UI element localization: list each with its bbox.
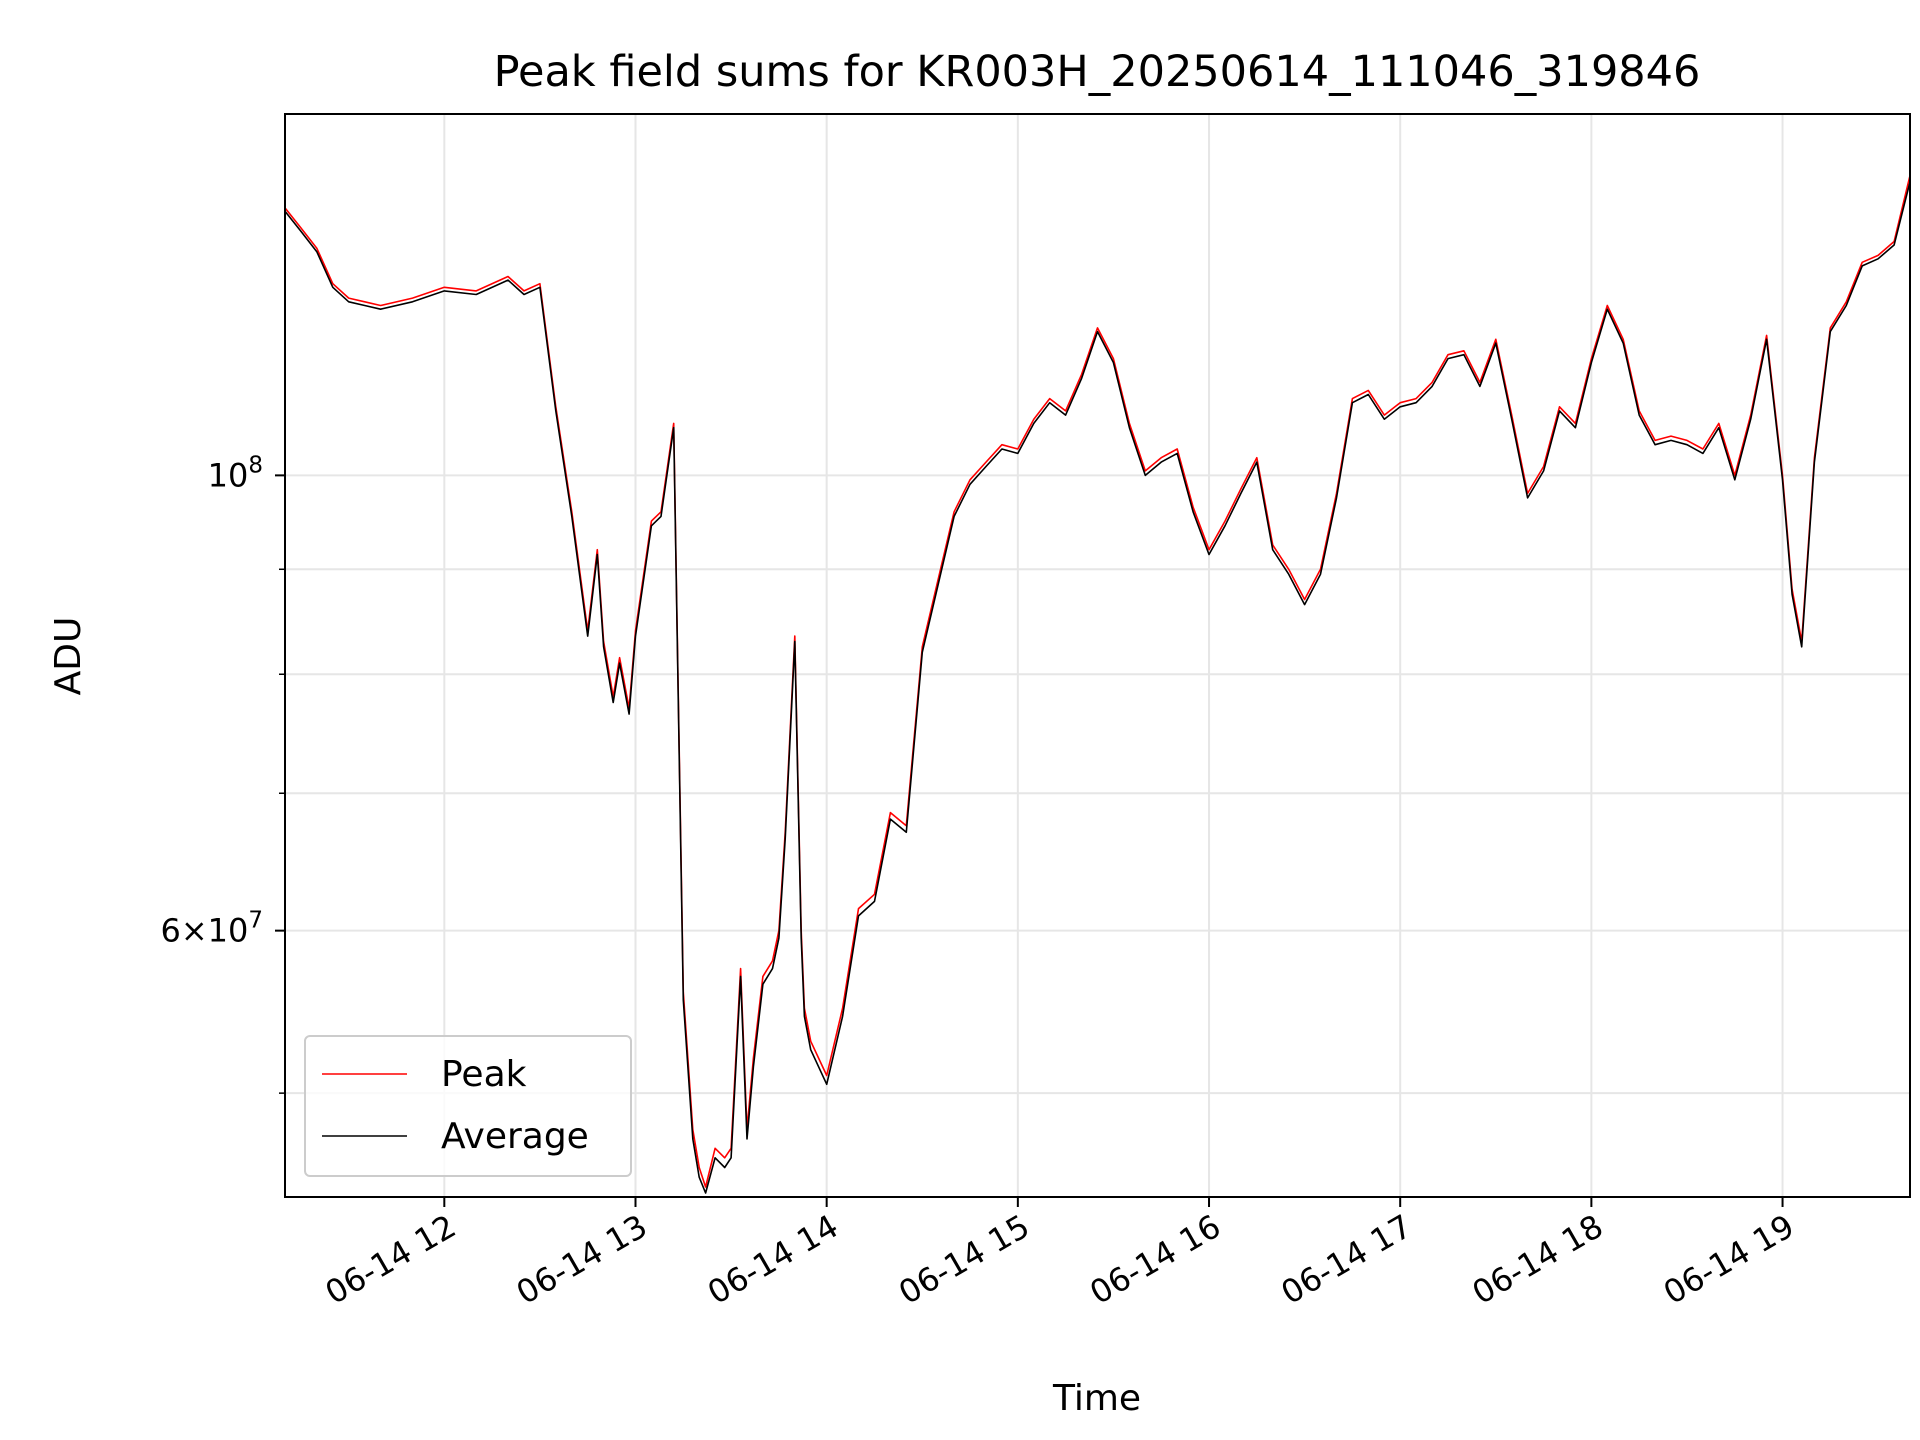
legend-label-average: Average [441,1116,589,1157]
x-tick-label: 06-14 15 [892,1207,1036,1312]
grid-lines [285,114,1910,1197]
series-layer [284,175,1911,1194]
x-tick-label: 06-14 16 [1083,1207,1227,1312]
y-tick-label: 6×107 [160,908,263,950]
legend: Peak Average [304,1035,632,1177]
x-tick-label: 06-14 19 [1657,1207,1801,1312]
legend-box [304,1035,632,1177]
x-axis-ticks: 06-14 12 06-14 13 06-14 14 06-14 15 06-14 16… [319,1197,1801,1312]
y-axis-ticks: 108 6×107 [160,452,285,1094]
series-line-peak [284,175,1911,1188]
series-line-average [284,181,1911,1194]
x-tick-label: 06-14 18 [1466,1207,1610,1312]
y-axis-label: ADU [48,617,89,696]
x-tick-label: 06-14 14 [701,1207,845,1312]
x-tick-label: 06-14 13 [510,1207,654,1312]
x-tick-label: 06-14 17 [1275,1207,1419,1312]
legend-label-peak: Peak [441,1054,527,1095]
x-axis-label: Time [1052,1378,1141,1419]
plot-frame [284,113,1911,1198]
y-tick-label: 108 [208,452,263,494]
chart-title: Peak field sums for KR003H_20250614_1110… [494,47,1701,97]
x-tick-label: 06-14 12 [319,1207,463,1312]
